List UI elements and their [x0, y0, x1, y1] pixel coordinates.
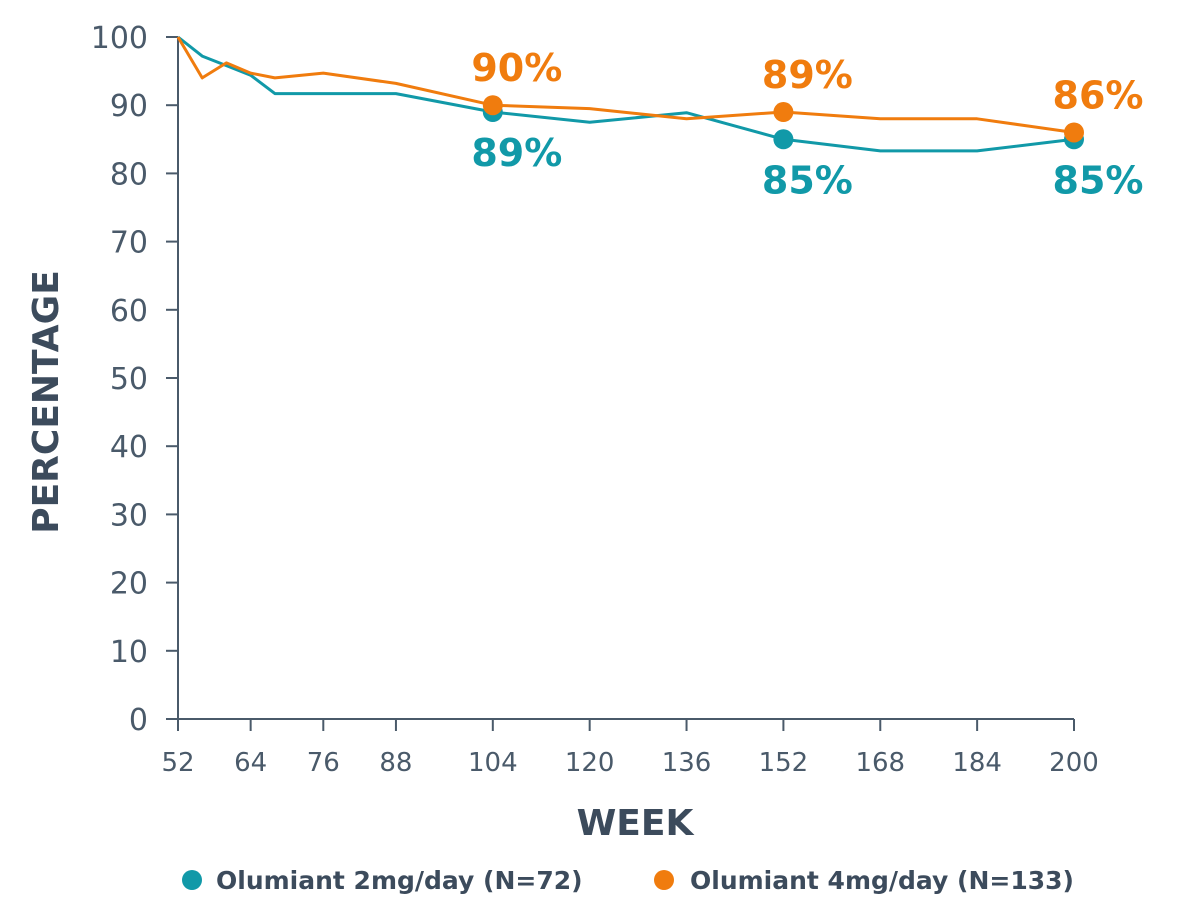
axes: [166, 36, 1075, 731]
legend-item-4mg: Olumiant 4mg/day (N=133): [654, 866, 1074, 895]
legend-label-4mg: Olumiant 4mg/day (N=133): [690, 866, 1074, 895]
x-tick-label: 184: [952, 748, 1002, 778]
legend-marker-4mg: [654, 870, 674, 890]
y-tick-label: 100: [91, 21, 148, 56]
x-tick-label: 104: [468, 748, 518, 778]
data-point-marker: [482, 95, 503, 116]
x-tick-label: 168: [855, 748, 905, 778]
legend-label-2mg: Olumiant 2mg/day (N=72): [216, 866, 583, 895]
x-axis-title: WEEK: [577, 803, 695, 844]
x-tick-label: 76: [307, 748, 340, 778]
legend-marker-2mg: [182, 870, 202, 890]
series-line-2mg: [177, 35, 1075, 153]
y-tick-label: 10: [110, 635, 148, 670]
series-markers: [482, 95, 1084, 150]
y-tick-label: 40: [110, 430, 148, 465]
series-lines: [176, 35, 1075, 153]
tick-labels: 0 10 20 30 40 50 60 70 80 90 100 52 64 76 88 104 120 136 1…: [91, 21, 1099, 778]
y-tick-label: 20: [110, 567, 148, 602]
y-tick-label: 90: [110, 89, 148, 124]
data-label: 90%: [471, 46, 562, 90]
data-labels: 89% 85% 85% 90% 89% 86%: [471, 46, 1143, 202]
legend-item-2mg: Olumiant 2mg/day (N=72): [182, 866, 583, 895]
x-tick-label: 64: [234, 748, 267, 778]
data-point-marker: [773, 129, 794, 150]
data-point-marker: [773, 102, 794, 123]
data-label: 86%: [1053, 73, 1144, 117]
data-label: 85%: [1053, 158, 1144, 202]
x-tick-label: 120: [565, 748, 615, 778]
y-tick-label: 30: [110, 498, 148, 533]
series-line-4mg: [176, 36, 1075, 134]
y-axis-title: PERCENTAGE: [26, 270, 67, 534]
x-tick-label: 52: [161, 748, 194, 778]
x-tick-label: 88: [379, 748, 412, 778]
legend: Olumiant 2mg/day (N=72) Olumiant 4mg/day…: [182, 866, 1074, 895]
y-tick-label: 70: [110, 226, 148, 261]
data-point-marker: [1064, 122, 1084, 143]
data-label: 85%: [762, 158, 853, 202]
x-tick-label: 136: [662, 748, 712, 778]
data-label: 89%: [471, 131, 562, 175]
y-tick-label: 60: [110, 294, 148, 329]
y-tick-label: 0: [129, 703, 148, 738]
y-tick-label: 50: [110, 362, 148, 397]
data-label: 89%: [762, 53, 853, 97]
x-tick-label: 152: [759, 748, 809, 778]
x-tick-label: 200: [1049, 748, 1099, 778]
y-tick-label: 80: [110, 157, 148, 192]
